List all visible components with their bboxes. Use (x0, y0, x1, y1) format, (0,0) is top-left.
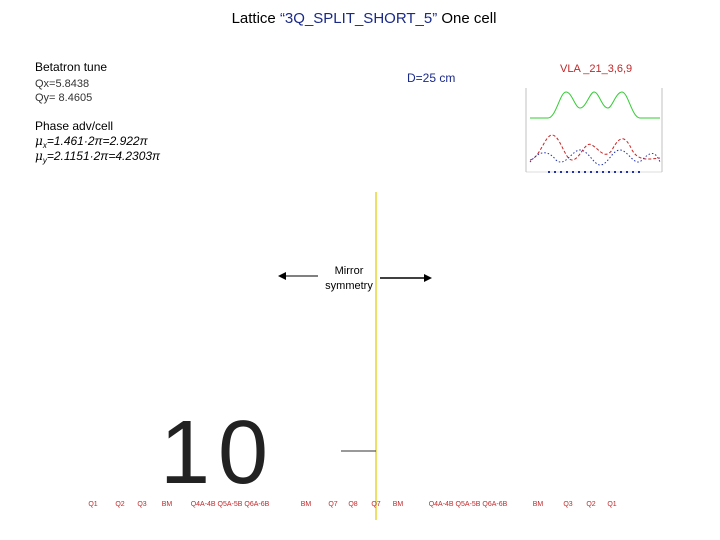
element-label: BM (533, 501, 544, 508)
title-suffix: One cell (441, 10, 496, 27)
mirror-line: Mirror (335, 265, 364, 277)
mu-rest: =2.1151·2π=4.2303π (47, 149, 161, 163)
inset-label: VLA _21_3,6,9 (560, 63, 632, 75)
element-label: BM (393, 501, 404, 508)
element-label: Q1 (88, 501, 97, 508)
inset-beta-y (529, 149, 661, 166)
mirror-line: symmetry (325, 280, 373, 292)
phase-muy: μy=2.1151·2π=4.2303π (35, 149, 161, 165)
element-label: Q4A-4B Q5A-5B Q6A-6B (429, 501, 508, 508)
title-prefix: Lattice (232, 10, 276, 27)
element-label: Q2 (115, 501, 124, 508)
inset-beta (530, 91, 660, 119)
element-label: BM (162, 501, 173, 508)
element-label: Q3 (137, 501, 146, 508)
element-label: Q2 (586, 501, 595, 508)
element-label: Q7 (371, 501, 380, 508)
arrow-head (278, 272, 286, 280)
phase-mux: μx=1.461·2π=2.922π (35, 134, 149, 150)
element-label: BM (301, 501, 312, 508)
arrow-head (424, 274, 432, 282)
mu-symbol: μ (35, 149, 43, 163)
element-label: Q7 (328, 501, 337, 508)
tune-heading: Betatron tune (35, 60, 107, 74)
mu-rest: =1.461·2π=2.922π (47, 134, 149, 148)
element-label: Q8 (348, 501, 357, 508)
element-labels: Q1 Q2 Q3 BM Q4A-4B Q5A-5B Q6A-6B BM Q7 Q8 Q7 BM Q4… (88, 501, 616, 508)
title: Lattice “3Q_SPLIT_SHORT_5” One cell (232, 10, 497, 27)
dispersion: D=25 cm (407, 71, 455, 85)
tune-qy: Qy= 8.4605 (35, 92, 92, 104)
tune-qx: Qx=5.8438 (35, 78, 89, 90)
phase-heading: Phase adv/cell (35, 119, 113, 133)
element-label: Q4A-4B Q5A-5B Q6A-6B (191, 501, 270, 508)
mu-symbol: μ (35, 134, 43, 148)
mu-sub: y (42, 156, 48, 165)
inset-plot: VLA _21_3,6,9 (525, 63, 663, 173)
mu-sub: x (42, 141, 48, 150)
big-number: 10 (160, 403, 276, 503)
title-name: “3Q_SPLIT_SHORT_5” (280, 10, 437, 27)
element-label: Q3 (563, 501, 572, 508)
element-label: Q1 (607, 501, 616, 508)
